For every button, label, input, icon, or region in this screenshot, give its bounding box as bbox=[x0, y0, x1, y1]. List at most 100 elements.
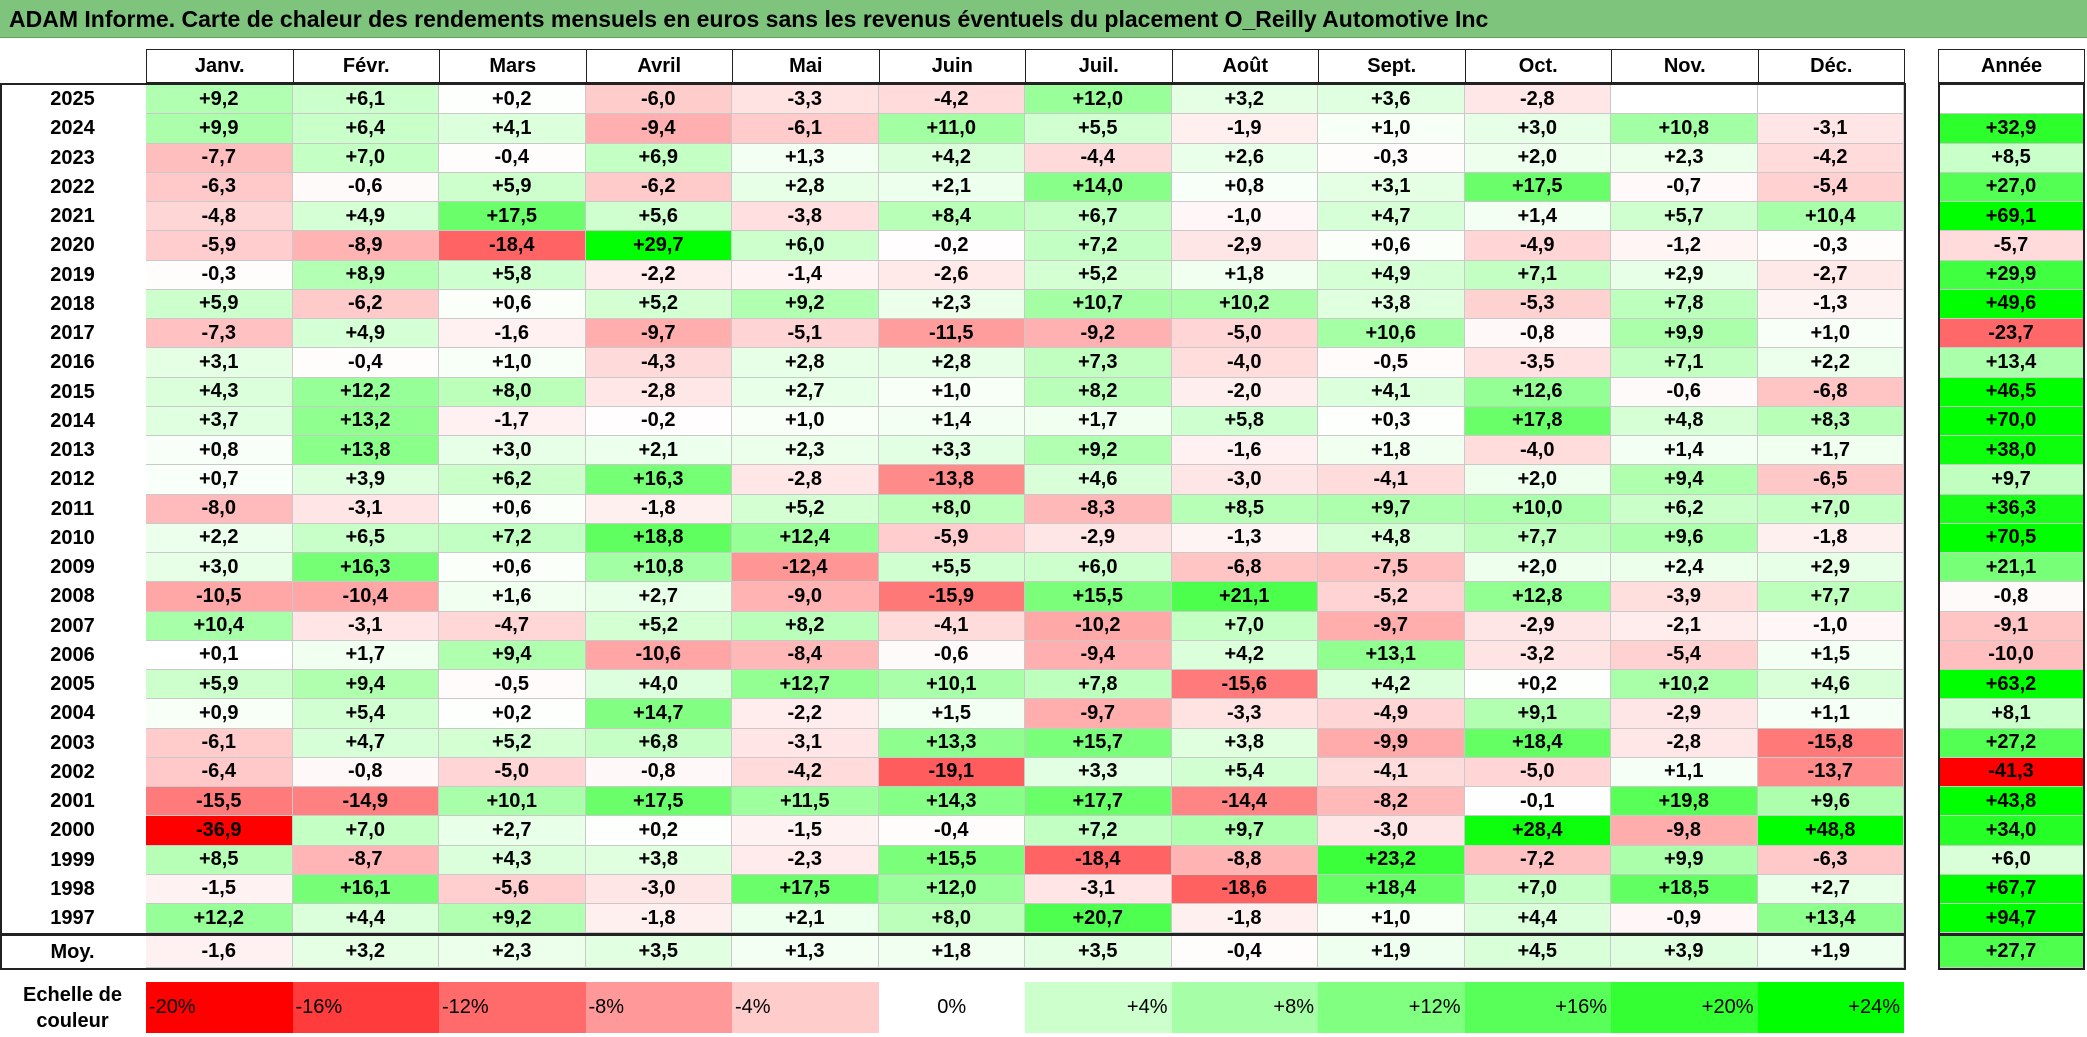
heatmap-cell: +11,0 bbox=[879, 114, 1026, 143]
heatmap-cell: +5,9 bbox=[439, 173, 586, 202]
heatmap-cell: -2,0 bbox=[1172, 378, 1319, 407]
heatmap-cell: +2,8 bbox=[879, 348, 1026, 377]
heatmap-cell: +1,4 bbox=[1611, 436, 1758, 465]
heatmap-cell: -18,4 bbox=[439, 231, 586, 260]
heatmap-cell: +10,6 bbox=[1318, 319, 1465, 348]
heatmap-cell: +0,2 bbox=[439, 85, 586, 114]
heatmap-cell: -0,5 bbox=[1318, 348, 1465, 377]
heatmap-cell: +4,2 bbox=[879, 144, 1026, 173]
heatmap-cell: +5,8 bbox=[439, 261, 586, 290]
annual-cell: -9,1 bbox=[1938, 612, 2085, 641]
heatmap-cell: +12,2 bbox=[293, 378, 440, 407]
average-cell: +3,9 bbox=[1611, 936, 1758, 968]
annual-cell: +36,3 bbox=[1938, 495, 2085, 524]
heatmap-cell: -5,3 bbox=[1465, 290, 1612, 319]
heatmap-cell: +0,9 bbox=[146, 699, 293, 728]
month-header: Nov. bbox=[1611, 49, 1759, 83]
heatmap-cell: +7,1 bbox=[1611, 348, 1758, 377]
heatmap-cell: -15,6 bbox=[1172, 670, 1319, 699]
heatmap-cell: +6,8 bbox=[586, 729, 733, 758]
heatmap-cell: +0,6 bbox=[439, 553, 586, 582]
heatmap-cell: +18,4 bbox=[1318, 875, 1465, 904]
year-label: 2015 bbox=[0, 378, 145, 407]
heatmap-cell: -5,6 bbox=[439, 875, 586, 904]
heatmap-cell: +7,8 bbox=[1611, 290, 1758, 319]
heatmap-cell: -2,9 bbox=[1172, 231, 1319, 260]
heatmap-cell: -3,1 bbox=[1025, 875, 1172, 904]
year-label: 2014 bbox=[0, 407, 145, 436]
heatmap-cell: -2,8 bbox=[1465, 85, 1612, 114]
average-cell: +3,2 bbox=[293, 936, 440, 968]
heatmap-cell: +1,6 bbox=[439, 582, 586, 611]
heatmap-cell: -3,0 bbox=[1172, 465, 1319, 494]
heatmap-cell: -0,9 bbox=[1611, 904, 1758, 933]
heatmap-cell: -0,6 bbox=[879, 641, 1026, 670]
annual-cell: -5,7 bbox=[1938, 231, 2085, 260]
heatmap-cell: +0,6 bbox=[439, 290, 586, 319]
heatmap-cell: -8,8 bbox=[1172, 846, 1319, 875]
heatmap-cell: +3,1 bbox=[1318, 173, 1465, 202]
heatmap-cell: -5,0 bbox=[439, 758, 586, 787]
heatmap-cell: -8,0 bbox=[146, 495, 293, 524]
heatmap-cell: +7,0 bbox=[1172, 612, 1319, 641]
heatmap-cell: +9,4 bbox=[1611, 465, 1758, 494]
heatmap-cell: -1,9 bbox=[1172, 114, 1319, 143]
heatmap-cell: -5,2 bbox=[1318, 582, 1465, 611]
legend-swatch: -20% bbox=[146, 982, 293, 1033]
heatmap-cell: -6,1 bbox=[732, 114, 879, 143]
heatmap-cell: -12,4 bbox=[732, 553, 879, 582]
heatmap-cell: +3,1 bbox=[146, 348, 293, 377]
annual-cell: +94,7 bbox=[1938, 904, 2085, 933]
heatmap-cell: -6,3 bbox=[1758, 846, 1905, 875]
heatmap-cell: +9,2 bbox=[439, 904, 586, 933]
heatmap-cell: +1,8 bbox=[1318, 436, 1465, 465]
heatmap-cell: +21,1 bbox=[1172, 582, 1319, 611]
heatmap-cell: -6,2 bbox=[293, 290, 440, 319]
legend-swatch: +24% bbox=[1758, 982, 1905, 1033]
heatmap-cell: -1,0 bbox=[1172, 202, 1319, 231]
heatmap-cell: +2,7 bbox=[586, 582, 733, 611]
legend-swatch: +4% bbox=[1025, 982, 1172, 1033]
heatmap-cell: +12,2 bbox=[146, 904, 293, 933]
heatmap-cell: +14,7 bbox=[586, 699, 733, 728]
heatmap-cell: +15,5 bbox=[879, 846, 1026, 875]
heatmap-cell: +3,2 bbox=[1172, 85, 1319, 114]
heatmap-cell: +2,1 bbox=[879, 173, 1026, 202]
average-cell: +1,9 bbox=[1758, 936, 1905, 968]
heatmap-cell: +17,8 bbox=[1465, 407, 1612, 436]
heatmap-cell: -1,2 bbox=[1611, 231, 1758, 260]
heatmap-cell: +2,1 bbox=[732, 904, 879, 933]
heatmap-cell: -0,7 bbox=[1611, 173, 1758, 202]
heatmap-cell: -1,8 bbox=[586, 904, 733, 933]
legend-swatch: +20% bbox=[1611, 982, 1758, 1033]
heatmap-cell: -3,1 bbox=[293, 612, 440, 641]
heatmap-cell: -8,4 bbox=[732, 641, 879, 670]
heatmap-cell: +2,0 bbox=[1465, 553, 1612, 582]
annual-header: Année bbox=[1938, 49, 2085, 83]
heatmap-cell: +14,0 bbox=[1025, 173, 1172, 202]
heatmap-cell: +10,0 bbox=[1465, 495, 1612, 524]
heatmap-cell: -0,6 bbox=[293, 173, 440, 202]
heatmap-cell: +9,4 bbox=[439, 641, 586, 670]
heatmap-cell: +1,1 bbox=[1758, 699, 1905, 728]
heatmap-cell: -11,5 bbox=[879, 319, 1026, 348]
year-label: 2009 bbox=[0, 553, 145, 582]
year-label: 2013 bbox=[0, 436, 145, 465]
heatmap-cell: +5,7 bbox=[1611, 202, 1758, 231]
heatmap-cell: +15,7 bbox=[1025, 729, 1172, 758]
heatmap-cell: +7,2 bbox=[1025, 816, 1172, 845]
heatmap-cell: -7,7 bbox=[146, 144, 293, 173]
heatmap-cell: +3,9 bbox=[293, 465, 440, 494]
heatmap-cell: +18,5 bbox=[1611, 875, 1758, 904]
heatmap-cell: -3,1 bbox=[732, 729, 879, 758]
heatmap-cell: +2,7 bbox=[1758, 875, 1905, 904]
heatmap-cell: -4,2 bbox=[1758, 144, 1905, 173]
heatmap-cell: +2,2 bbox=[146, 524, 293, 553]
heatmap-cell: +3,0 bbox=[146, 553, 293, 582]
heatmap-cell: +5,4 bbox=[293, 699, 440, 728]
heatmap-cell: +2,8 bbox=[732, 348, 879, 377]
heatmap-cell: -0,6 bbox=[1611, 378, 1758, 407]
heatmap-cell: +0,7 bbox=[146, 465, 293, 494]
heatmap-cell: +0,6 bbox=[439, 495, 586, 524]
heatmap-cell: -4,2 bbox=[732, 758, 879, 787]
